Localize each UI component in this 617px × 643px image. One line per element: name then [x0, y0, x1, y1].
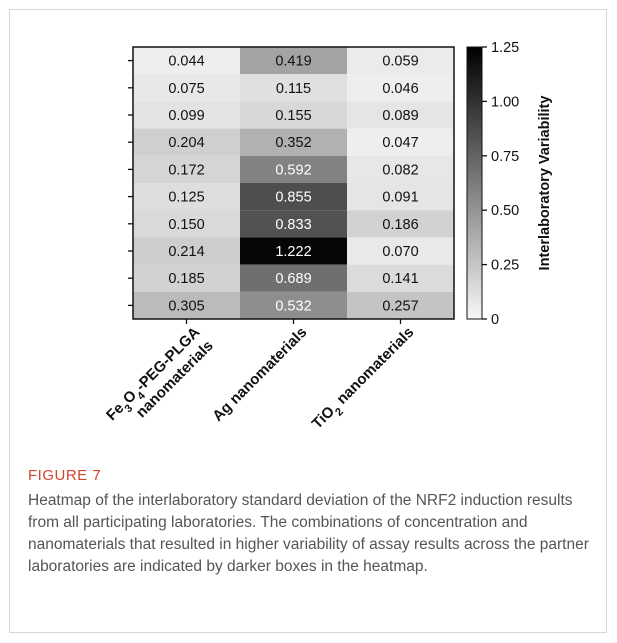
heatmap-cell: [347, 291, 454, 319]
colorbar-tick-label: 0: [491, 312, 499, 328]
cell-value-label: 0.592: [275, 162, 311, 178]
heatmap-cells: 0.044 0.419 0.059 0.075 0.115 0.046 0.099 0.155…: [133, 47, 454, 319]
figure-caption: FIGURE 7 Heatmap of the interlaboratory …: [28, 467, 598, 578]
colorbar-tick-label: 0.25: [491, 258, 519, 274]
cell-value-label: 0.186: [382, 217, 418, 233]
heatmap-cell: [240, 155, 347, 183]
heatmap-cell: [133, 74, 240, 102]
heatmap-chart: 0.044 0.419 0.059 0.075 0.115 0.046 0.099 0.155…: [103, 40, 553, 436]
heatmap-cell: [133, 210, 240, 238]
heatmap-cell: [240, 210, 347, 238]
heatmap-cell: [240, 128, 347, 156]
heatmap-cell: [240, 101, 347, 129]
cell-value-label: 0.214: [168, 244, 204, 260]
heatmap-cell: [133, 101, 240, 129]
x-category-text: TiO2 nanomaterials: [309, 324, 421, 436]
cell-value-label: 0.419: [275, 54, 311, 70]
cell-value-label: 0.833: [275, 217, 311, 233]
heatmap-cell: [133, 128, 240, 156]
cell-value-label: 0.059: [382, 54, 418, 70]
colorbar-tick-label: 1.00: [491, 94, 519, 110]
cell-value-label: 0.689: [275, 271, 311, 287]
colorbar-tick-label: 0.75: [491, 149, 519, 165]
colorbar-label: Interlaboratory Variability: [537, 96, 553, 271]
heatmap-cell: [133, 237, 240, 265]
heatmap-cell: [347, 101, 454, 129]
cell-value-label: 0.091: [382, 190, 418, 206]
colorbar-tick-label: 1.25: [491, 40, 519, 56]
colorbar-tick-label: 0.50: [491, 203, 519, 219]
heatmap-cell: [347, 237, 454, 265]
cell-value-label: 0.125: [168, 190, 204, 206]
heatmap-cell: [133, 47, 240, 75]
cell-value-label: 0.204: [168, 135, 204, 151]
cell-value-label: 0.185: [168, 271, 204, 287]
heatmap-cell: [133, 183, 240, 211]
x-category-label: TiO2 nanomaterials: [309, 324, 421, 436]
cell-value-label: 0.141: [382, 271, 418, 287]
heatmap-cell: [347, 183, 454, 211]
cell-value-label: 0.099: [168, 108, 204, 124]
heatmap-cell: [347, 47, 454, 75]
cell-value-label: 1.222: [275, 244, 311, 260]
colorbar-gradient: [466, 46, 483, 320]
heatmap-cell: [347, 74, 454, 102]
x-category-label: Ag nanomaterials: [209, 324, 310, 425]
cell-value-label: 0.046: [382, 81, 418, 97]
cell-value-label: 0.044: [168, 54, 204, 70]
cell-value-label: 0.155: [275, 108, 311, 124]
cell-value-label: 0.089: [382, 108, 418, 124]
heatmap-cell: [240, 183, 347, 211]
heatmap-cell: [347, 210, 454, 238]
heatmap-cell: [133, 155, 240, 183]
cell-value-label: 0.352: [275, 135, 311, 151]
heatmap-cell: [240, 47, 347, 75]
heatmap-cell: [347, 128, 454, 156]
heatmap-cell: [240, 291, 347, 319]
cell-value-label: 0.047: [382, 135, 418, 151]
heatmap-cell: [133, 264, 240, 292]
cell-value-label: 0.150: [168, 217, 204, 233]
cell-value-label: 0.305: [168, 298, 204, 314]
colorbar: 0 0.25 0.50 0.75 1.00 1.25 Interlaboratory Var…: [466, 40, 553, 328]
cell-value-label: 0.855: [275, 190, 311, 206]
heatmap-cell: [347, 155, 454, 183]
row-ticks: [128, 59, 133, 307]
figure-caption-text: Heatmap of the interlaboratory standard …: [28, 492, 589, 575]
heatmap-cell: [133, 291, 240, 319]
heatmap-cell: [347, 264, 454, 292]
cell-value-label: 0.075: [168, 81, 204, 97]
x-category-text: Fe3O4-PEG-PLGA: [103, 324, 207, 428]
cell-value-label: 0.082: [382, 162, 418, 178]
cell-value-label: 0.532: [275, 298, 311, 314]
heatmap-cell: [240, 237, 347, 265]
heatmap-cell: [240, 74, 347, 102]
cell-value-label: 0.172: [168, 162, 204, 178]
figure-label: FIGURE 7: [28, 467, 102, 484]
cell-value-label: 0.070: [382, 244, 418, 260]
cell-value-label: 0.115: [276, 81, 311, 97]
x-category-text: Ag nanomaterials: [209, 324, 310, 425]
heatmap-cell: [240, 264, 347, 292]
cell-value-label: 0.257: [382, 298, 418, 314]
